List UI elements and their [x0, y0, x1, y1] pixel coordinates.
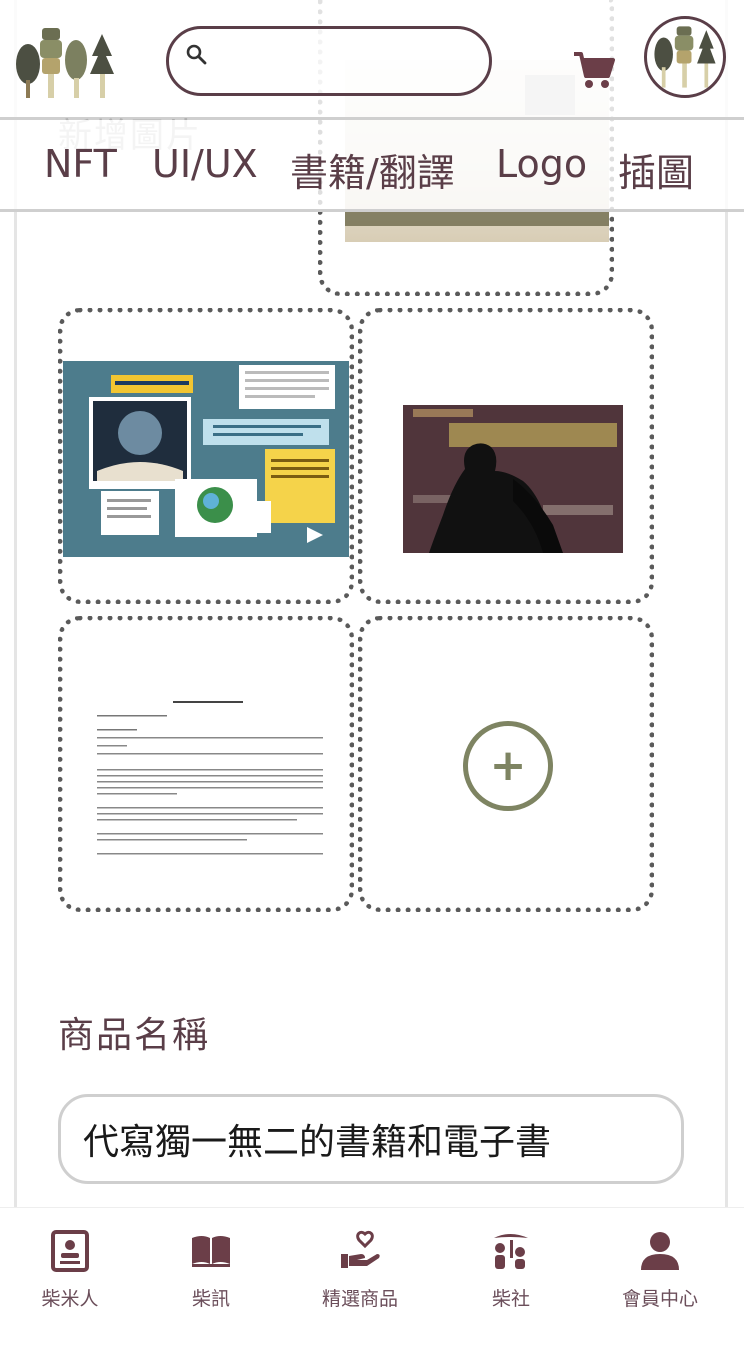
- plus-icon: +: [489, 740, 527, 791]
- book-icon: [192, 1236, 230, 1267]
- tab-nft[interactable]: NFT: [44, 142, 117, 186]
- nav-item-news[interactable]: 柴訊: [151, 1230, 271, 1311]
- logo-trees-icon[interactable]: [14, 22, 118, 100]
- nav-label: 柴社: [491, 1288, 530, 1310]
- user-icon: [641, 1232, 679, 1270]
- nav-label: 精選商品: [321, 1288, 398, 1310]
- search-input[interactable]: [221, 39, 471, 83]
- top-header: [0, 0, 744, 120]
- hand-heart-icon: [341, 1230, 380, 1268]
- nav-label: 柴訊: [191, 1288, 230, 1310]
- image-upload-tile[interactable]: [358, 308, 654, 604]
- community-icon: [494, 1234, 528, 1269]
- nav-item-people[interactable]: 柴米人: [10, 1230, 130, 1311]
- tab-ui-ux[interactable]: UI/UX: [152, 142, 258, 186]
- tab-books-translation[interactable]: 書籍/翻譯: [290, 151, 455, 195]
- product-name-input[interactable]: [58, 1094, 684, 1184]
- contact-card-icon: [51, 1230, 89, 1272]
- add-image-tile[interactable]: +: [358, 616, 654, 912]
- nav-label: 會員中心: [621, 1288, 698, 1310]
- shopping-cart-icon[interactable]: [572, 50, 616, 90]
- image-upload-tile[interactable]: [58, 616, 354, 912]
- uploaded-image-silhouette: [403, 405, 623, 553]
- tab-logo[interactable]: Logo: [496, 142, 588, 186]
- search-icon: [186, 44, 207, 65]
- add-image-button[interactable]: +: [463, 721, 553, 811]
- nav-item-featured[interactable]: 精選商品: [300, 1230, 420, 1311]
- image-upload-tile[interactable]: [58, 308, 354, 604]
- search-bar[interactable]: [166, 26, 492, 96]
- nav-label: 柴米人: [41, 1288, 99, 1310]
- category-tabs: NFT UI/UX 書籍/翻譯 Logo 插圖: [0, 120, 744, 212]
- nav-item-member[interactable]: 會員中心: [600, 1230, 720, 1311]
- tab-illustration[interactable]: 插圖: [618, 151, 695, 195]
- nav-item-community[interactable]: 柴社: [451, 1230, 571, 1311]
- avatar[interactable]: [644, 16, 726, 98]
- uploaded-image-poster: [63, 361, 349, 557]
- product-name-label: 商品名稱: [58, 1015, 211, 1056]
- bottom-nav: 柴米人 柴訊 精選商品 柴社 會員中心: [0, 1207, 744, 1354]
- avatar-trees-icon: [654, 26, 716, 88]
- uploaded-image-document: [95, 697, 327, 873]
